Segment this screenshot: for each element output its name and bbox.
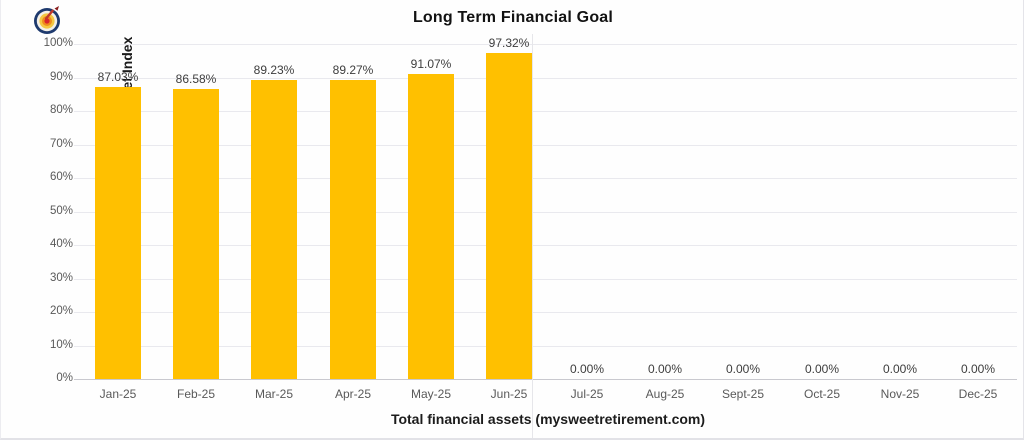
y-gridline (74, 279, 1017, 280)
y-gridline (74, 346, 1017, 347)
y-tick-label: 0% (56, 372, 73, 384)
bar-value-label: 0.00% (960, 362, 996, 376)
y-gridline (74, 145, 1017, 146)
bar-value-label: 0.00% (647, 362, 683, 376)
y-tick-label: 50% (49, 205, 73, 217)
y-tick-label: 20% (49, 305, 73, 317)
target-dartboard-icon (34, 6, 60, 34)
x-tick-label: Nov-25 (880, 387, 920, 401)
y-tick-label: 90% (49, 71, 73, 83)
y-tick-label: 100% (43, 37, 73, 49)
x-tick-label: Sept-25 (721, 387, 765, 401)
y-gridline (74, 111, 1017, 112)
bar-Mar-25 (251, 80, 297, 379)
bar-value-label: 86.58% (175, 72, 217, 86)
x-tick-label: Feb-25 (176, 387, 216, 401)
bar-value-label: 87.03% (97, 70, 139, 84)
y-gridline (74, 212, 1017, 213)
bar-value-label: 0.00% (882, 362, 918, 376)
x-tick-label: Jul-25 (570, 387, 604, 401)
x-tick-label: May-25 (410, 387, 451, 401)
y-gridline (74, 78, 1017, 79)
x-axis-title: Total financial assets (mysweetretiremen… (390, 411, 706, 427)
y-gridline (74, 44, 1017, 45)
bar-Feb-25 (173, 89, 219, 379)
x-axis-line (74, 379, 1017, 380)
bar-Apr-25 (330, 80, 376, 379)
y-gridline (74, 245, 1017, 246)
bar-May-25 (408, 74, 454, 379)
bar-value-label: 89.27% (332, 63, 374, 77)
y-tick-label: 80% (49, 104, 73, 116)
y-gridline (74, 312, 1017, 313)
bar-value-label: 97.32% (488, 36, 530, 50)
x-tick-label: Mar-25 (254, 387, 293, 401)
y-tick-label: 60% (49, 171, 73, 183)
x-tick-label: Oct-25 (803, 387, 840, 401)
bar-value-label: 0.00% (725, 362, 761, 376)
x-tick-label: Jan-25 (99, 387, 137, 401)
y-tick-label: 40% (49, 238, 73, 250)
x-tick-label: Dec-25 (958, 387, 998, 401)
bar-value-label: 0.00% (804, 362, 840, 376)
bar-Jan-25 (95, 87, 141, 379)
pane-divider-line (532, 34, 533, 438)
y-tick-label: 30% (49, 272, 73, 284)
bar-value-label: 89.23% (253, 63, 295, 77)
y-gridline (74, 178, 1017, 179)
x-tick-label: Aug-25 (645, 387, 685, 401)
bar-value-label: 0.00% (569, 362, 605, 376)
x-tick-label: Apr-25 (334, 387, 372, 401)
x-tick-label: Jun-25 (490, 387, 528, 401)
chart-title: Long Term Financial Goal (412, 9, 614, 26)
bar-Jun-25 (486, 53, 532, 379)
y-tick-label: 10% (49, 339, 73, 351)
y-tick-label: 70% (49, 138, 73, 150)
bar-value-label: 91.07% (410, 57, 452, 71)
